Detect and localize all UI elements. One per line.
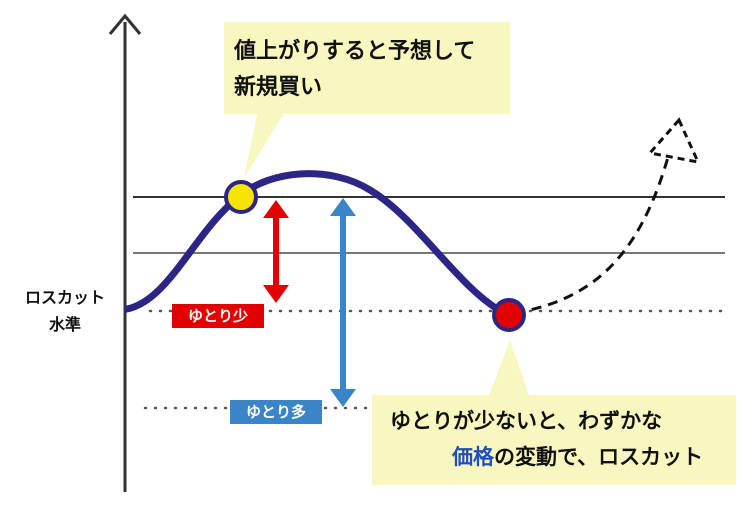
small-margin-arrow <box>263 200 289 303</box>
price-curve <box>123 170 512 319</box>
losscut-label-line1: ロスカット <box>24 288 105 307</box>
rebound-arrowhead <box>647 117 701 165</box>
losscut-label-line2: 水準 <box>48 315 81 334</box>
small-margin-tag: ゆとり少 <box>172 304 264 328</box>
buy-callout: 値上がりすると予想して 新規買い <box>224 22 510 114</box>
losscut-callout-tail <box>488 340 530 398</box>
losscut-callout-line2: 価格の変動で、ロスカット <box>390 439 736 475</box>
losscut-callout: ゆとりが少ないと、わずかな 価格の変動で、ロスカット <box>372 395 736 485</box>
rebound-dashed-path <box>514 149 672 315</box>
buy-callout-line2: 新規買い <box>234 75 323 100</box>
buy-callout-tail <box>244 110 286 178</box>
losscut-callout-line2-rest: の変動で、ロスカット <box>494 445 704 469</box>
losscut-level-label: ロスカット 水準 <box>10 284 120 338</box>
losscut-callout-line1: ゆとりが少ないと、わずかな <box>390 409 663 433</box>
price-highlight: 価格 <box>452 445 494 469</box>
large-margin-tag: ゆとり多 <box>230 400 322 424</box>
large-margin-arrow <box>330 198 356 407</box>
buy-point <box>224 180 258 214</box>
y-axis-arrowhead <box>108 13 142 35</box>
buy-callout-line1: 値上がりすると予想して <box>234 39 476 64</box>
losscut-point <box>492 298 526 332</box>
